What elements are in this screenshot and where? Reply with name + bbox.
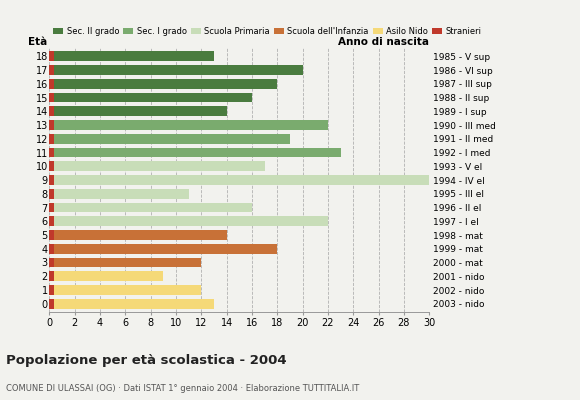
Bar: [49, 285, 54, 295]
Bar: [49, 65, 303, 75]
Text: Popolazione per età scolastica - 2004: Popolazione per età scolastica - 2004: [6, 354, 287, 367]
Bar: [49, 79, 277, 89]
Bar: [49, 106, 227, 116]
Bar: [49, 161, 54, 171]
Bar: [49, 189, 188, 199]
Bar: [49, 258, 201, 268]
Bar: [49, 216, 54, 226]
Bar: [49, 161, 264, 171]
Bar: [49, 271, 164, 281]
Bar: [49, 230, 227, 240]
Bar: [49, 230, 54, 240]
Bar: [49, 244, 277, 254]
Text: Anno di nascita: Anno di nascita: [338, 37, 429, 47]
Bar: [49, 175, 429, 185]
Bar: [49, 258, 54, 268]
Bar: [49, 106, 54, 116]
Bar: [49, 148, 340, 158]
Bar: [49, 92, 252, 102]
Bar: [49, 202, 252, 212]
Text: Età: Età: [28, 37, 48, 47]
Bar: [49, 134, 54, 144]
Bar: [49, 65, 54, 75]
Bar: [49, 202, 54, 212]
Bar: [49, 148, 54, 158]
Legend: Sec. II grado, Sec. I grado, Scuola Primaria, Scuola dell'Infanzia, Asilo Nido, : Sec. II grado, Sec. I grado, Scuola Prim…: [53, 27, 481, 36]
Text: COMUNE DI ULASSAI (OG) · Dati ISTAT 1° gennaio 2004 · Elaborazione TUTTITALIA.IT: COMUNE DI ULASSAI (OG) · Dati ISTAT 1° g…: [6, 384, 359, 393]
Bar: [49, 51, 54, 61]
Bar: [49, 299, 54, 309]
Bar: [49, 120, 54, 130]
Bar: [49, 51, 214, 61]
Bar: [49, 299, 214, 309]
Bar: [49, 216, 328, 226]
Bar: [49, 189, 54, 199]
Bar: [49, 79, 54, 89]
Bar: [49, 134, 290, 144]
Bar: [49, 175, 54, 185]
Bar: [49, 285, 201, 295]
Bar: [49, 120, 328, 130]
Bar: [49, 92, 54, 102]
Bar: [49, 244, 54, 254]
Bar: [49, 271, 54, 281]
